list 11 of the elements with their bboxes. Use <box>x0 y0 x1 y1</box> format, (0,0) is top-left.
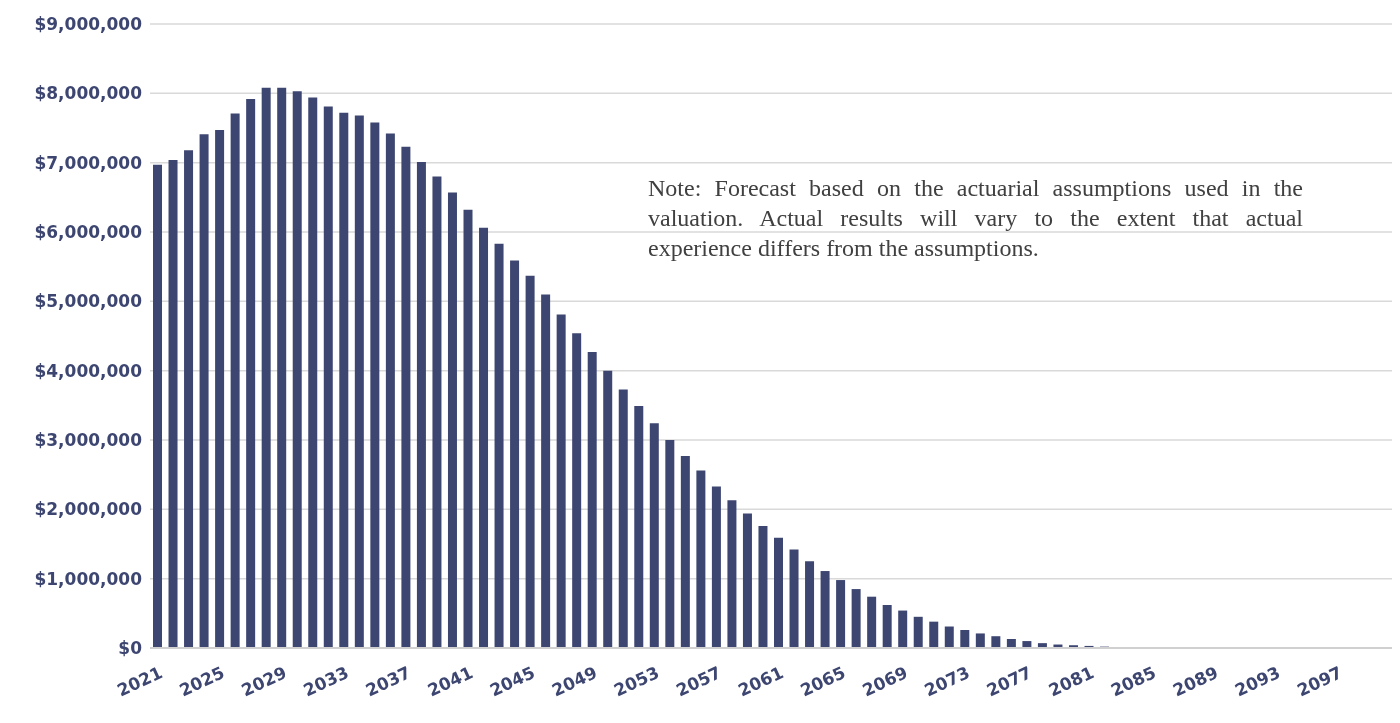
y-tick-label: $6,000,000 <box>34 222 143 243</box>
y-tick-label: $3,000,000 <box>34 430 143 451</box>
y-tick-label: $9,000,000 <box>34 14 143 35</box>
y-tick-label: $8,000,000 <box>34 83 143 104</box>
y-tick-label: $2,000,000 <box>34 499 143 520</box>
y-tick-label: $0 <box>118 638 143 659</box>
y-tick-label: $5,000,000 <box>34 291 143 312</box>
annotation: Note: Forecast based on the actuarial assumptions used in the valuation. Actual results will vary to the extent that actual experience differs from the assumptions. <box>648 174 1303 263</box>
y-tick-label: $4,000,000 <box>34 360 143 381</box>
y-tick-label: $1,000,000 <box>34 568 143 589</box>
y-tick-label: $7,000,000 <box>34 152 143 173</box>
